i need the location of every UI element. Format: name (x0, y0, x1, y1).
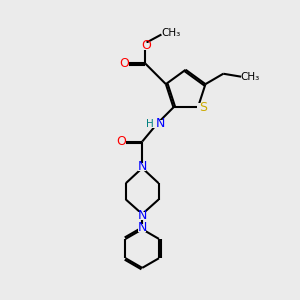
FancyBboxPatch shape (141, 43, 149, 50)
FancyBboxPatch shape (117, 138, 126, 145)
FancyBboxPatch shape (197, 103, 206, 112)
Text: CH₃: CH₃ (161, 28, 181, 38)
Text: O: O (119, 57, 129, 70)
Text: N: N (137, 221, 147, 234)
FancyBboxPatch shape (138, 212, 146, 220)
FancyBboxPatch shape (138, 163, 146, 170)
Text: O: O (141, 39, 151, 52)
FancyBboxPatch shape (151, 120, 163, 128)
Text: N: N (137, 209, 147, 222)
FancyBboxPatch shape (138, 224, 146, 232)
Text: CH₃: CH₃ (240, 72, 260, 82)
Text: O: O (116, 135, 126, 148)
Text: N: N (137, 160, 147, 173)
Text: H: H (146, 119, 154, 129)
Text: N: N (155, 117, 165, 130)
FancyBboxPatch shape (121, 60, 129, 67)
Text: S: S (199, 101, 207, 114)
